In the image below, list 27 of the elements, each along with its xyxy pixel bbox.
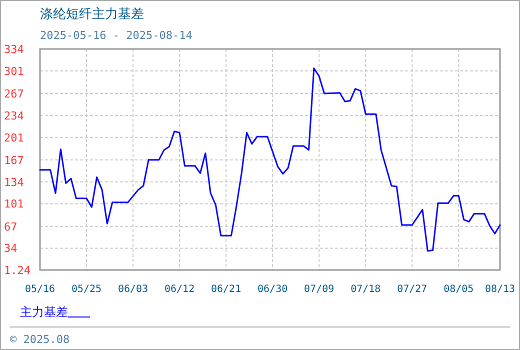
y-tick-label: 301 — [4, 64, 24, 78]
x-tick-label: 06/30 — [258, 284, 288, 295]
x-tick-label: 06/03 — [118, 284, 148, 295]
line-series — [39, 68, 501, 252]
x-tick-label: 06/12 — [164, 284, 195, 295]
legend-label: 主力基差 — [20, 305, 68, 319]
chart-subtitle: 2025-05-16 - 2025-08-14 — [40, 29, 193, 42]
y-tick-label: 234 — [4, 109, 24, 122]
x-tick-label: 06/21 — [211, 284, 242, 295]
text: © 2025.08 — [10, 333, 70, 346]
chart-title: 涤纶短纤主力基差 — [40, 6, 144, 22]
y-tick-label: 1.24 — [4, 264, 31, 277]
y-tick-label: 134 — [4, 176, 24, 189]
y-tick-label: 334 — [4, 43, 24, 56]
x-tick-label: 08/05 — [444, 284, 474, 295]
x-tick-label: 07/27 — [397, 284, 428, 295]
y-tick-label: 267 — [4, 88, 24, 100]
x-tick-label: 07/18 — [350, 284, 381, 295]
y-tick-label: 167 — [4, 154, 24, 167]
y-tick-label: 67 — [4, 220, 18, 234]
y-tick-label: 34 — [4, 242, 18, 256]
x-tick-label: 05/16 — [24, 284, 56, 295]
x-tick-label: 08/13 — [484, 284, 516, 295]
y-tick-label: 201 — [4, 131, 24, 144]
x-tick-label: 07/09 — [304, 284, 334, 295]
x-tick-label: 05/25 — [71, 284, 102, 295]
y-tick-label: 101 — [4, 198, 24, 211]
